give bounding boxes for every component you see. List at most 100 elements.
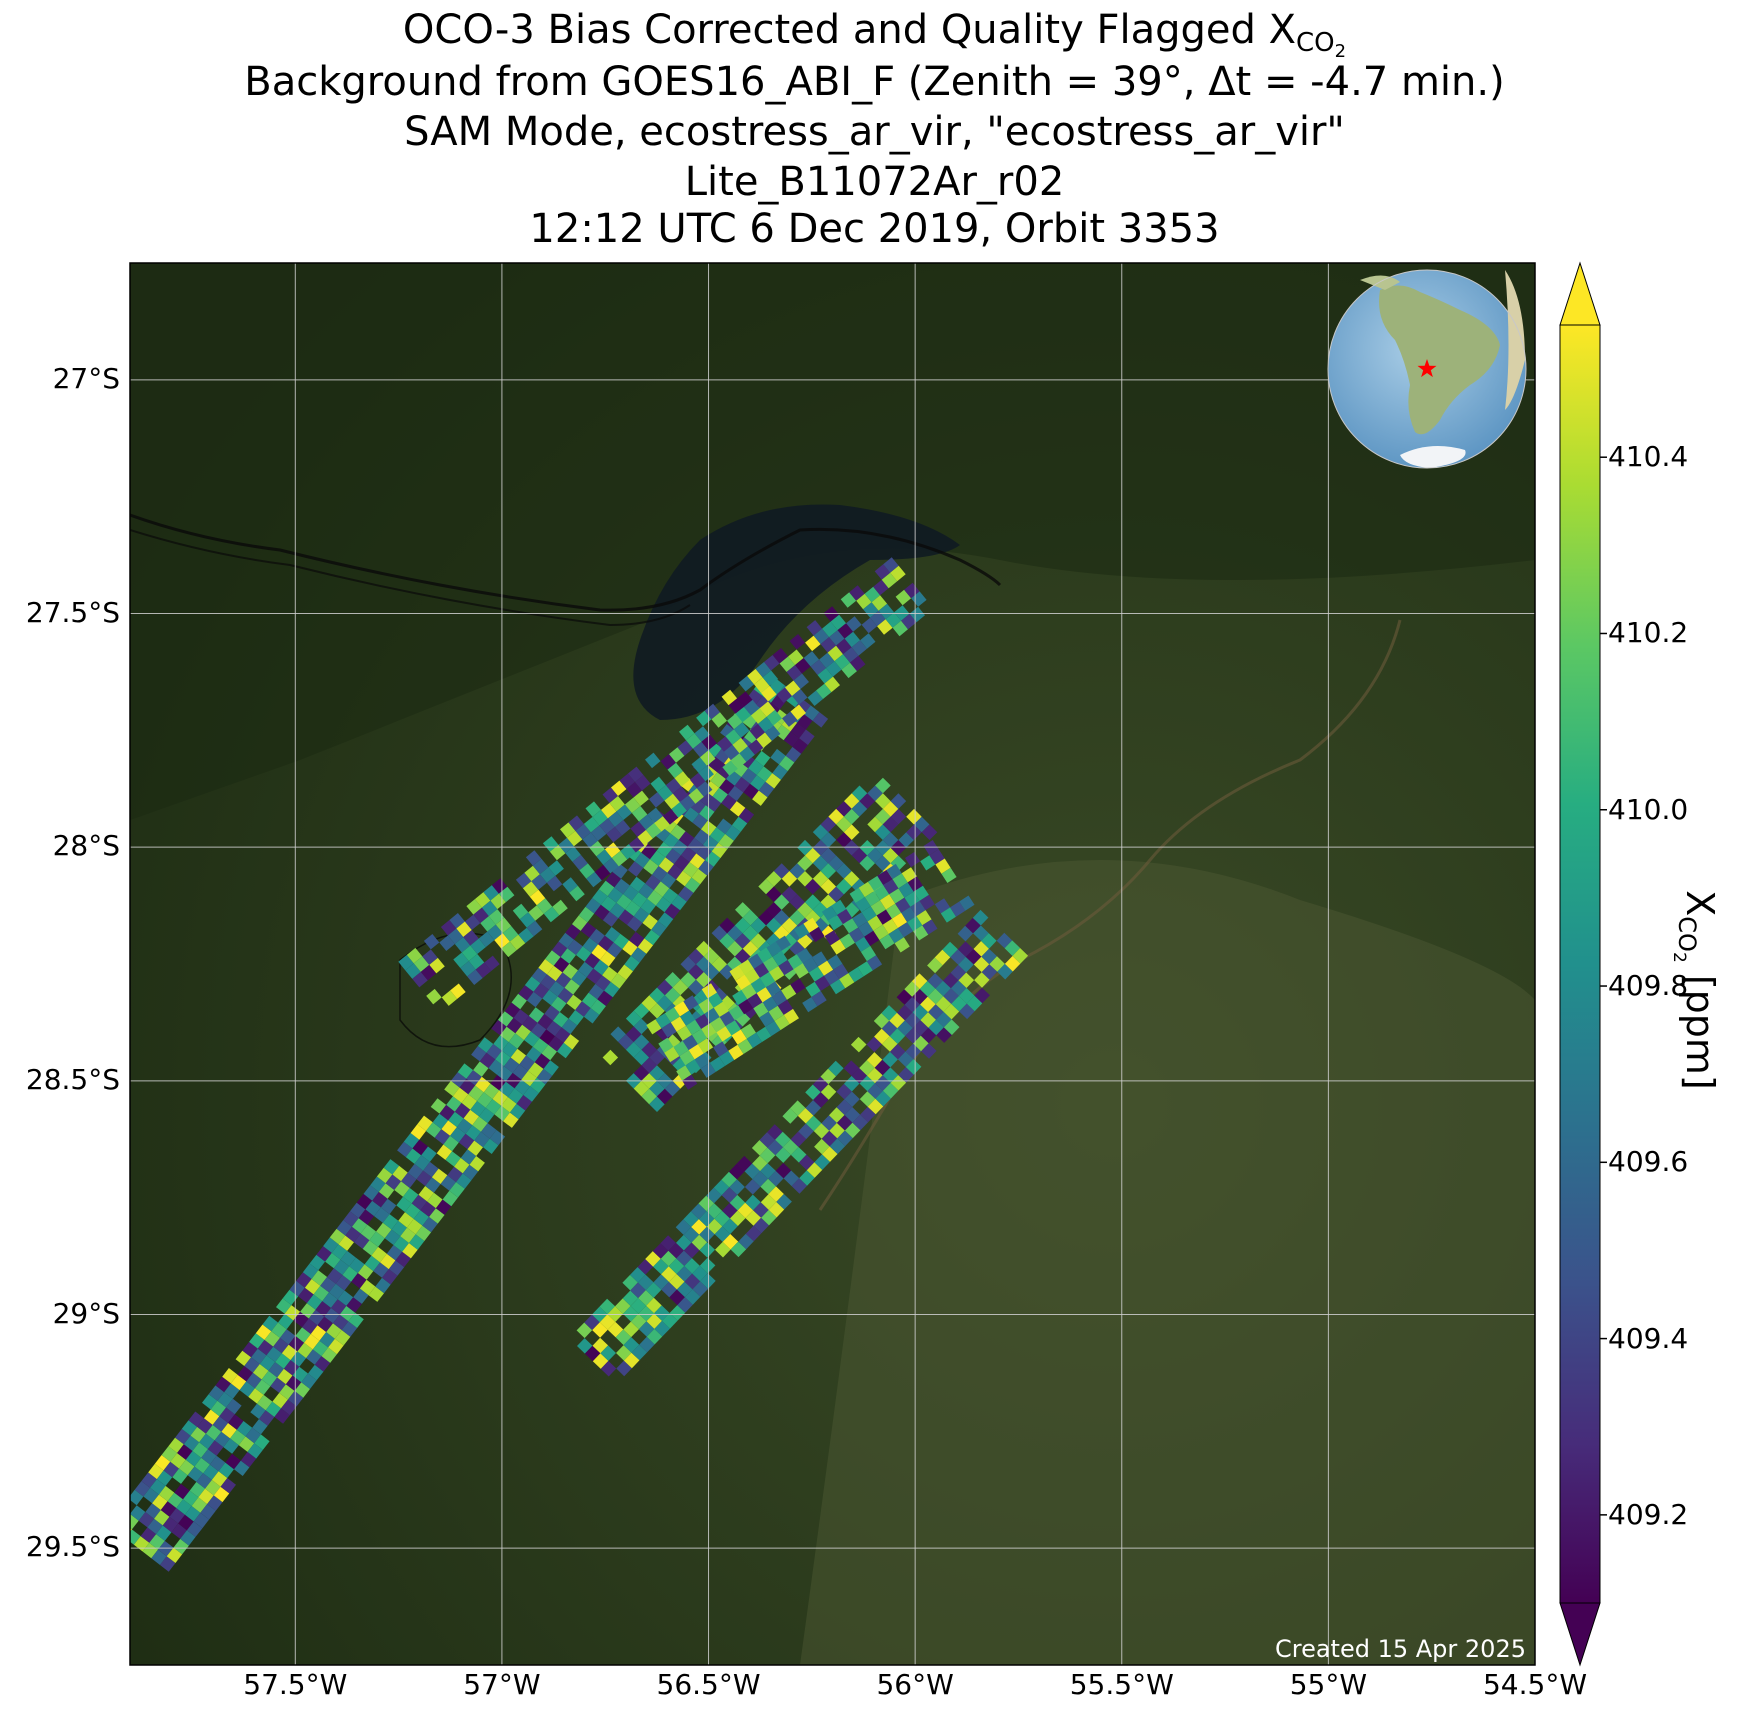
sounding-pixel	[637, 1274, 654, 1291]
colorbar-extend-max	[1559, 261, 1601, 326]
sounding-pixel	[266, 1346, 282, 1362]
sounding-pixel	[951, 996, 967, 1012]
sounding-pixel	[376, 1222, 392, 1239]
sounding-pixel	[950, 949, 966, 965]
sounding-pixel	[607, 811, 624, 827]
sounding-pixel	[638, 814, 655, 830]
sounding-pixel	[273, 1337, 289, 1354]
sounding-pixel	[890, 565, 906, 582]
sounding-pixel	[628, 837, 645, 853]
lon-tick-label: 55°W	[1289, 1668, 1368, 1701]
sounding-pixel	[789, 634, 806, 650]
sounding-pixel	[768, 1186, 784, 1202]
sounding-pixel	[592, 889, 608, 905]
sounding-pixel	[663, 833, 679, 849]
sounding-pixel	[629, 931, 645, 948]
sounding-pixel	[205, 1479, 221, 1496]
sounding-pixel	[747, 993, 763, 1009]
sounding-pixel	[889, 1012, 905, 1029]
sounding-pixel	[530, 1022, 547, 1039]
sounding-pixel	[814, 1138, 830, 1155]
sounding-pixel	[579, 863, 595, 879]
sounding-pixel	[912, 989, 928, 1005]
sounding-pixel	[633, 790, 649, 806]
sounding-pixel	[883, 1082, 899, 1099]
sounding-pixel	[943, 1003, 960, 1020]
globe-outline	[1327, 269, 1527, 469]
sounding-pixel	[766, 871, 782, 887]
sounding-pixel	[904, 891, 920, 907]
sounding-pixel	[843, 1060, 860, 1076]
sounding-pixel	[178, 1514, 194, 1531]
sounding-pixel	[539, 867, 556, 883]
sounding-pixel	[754, 750, 771, 767]
sounding-pixel	[912, 1020, 929, 1036]
sounding-pixel	[406, 947, 423, 964]
sounding-pixel	[491, 1019, 507, 1036]
sounding-pixel	[456, 1173, 472, 1189]
sounding-pixel	[541, 1044, 557, 1061]
sounding-pixel	[575, 823, 591, 840]
sounding-pixel	[957, 941, 974, 957]
sounding-pixel	[703, 964, 720, 980]
sounding-pixel	[732, 737, 748, 754]
sounding-pixel	[913, 925, 929, 941]
sounding-pixel	[543, 906, 560, 923]
sounding-pixel	[582, 832, 598, 848]
sounding-pixel	[480, 916, 496, 932]
sounding-pixel	[890, 1075, 907, 1091]
sounding-pixel	[781, 917, 798, 934]
sounding-pixel	[192, 1442, 208, 1458]
sounding-pixel	[483, 1138, 499, 1154]
sounding-pixel	[880, 894, 896, 910]
sounding-pixel	[747, 953, 764, 969]
sounding-pixel	[795, 658, 811, 674]
sounding-pixel	[519, 1055, 535, 1071]
sounding-pixel	[210, 1400, 227, 1417]
sounding-pixel	[194, 1457, 210, 1474]
sounding-pixel	[827, 645, 843, 662]
sounding-pixel	[609, 796, 625, 812]
sounding-pixel	[699, 1257, 716, 1274]
sounding-pixel	[707, 992, 723, 1008]
sounding-pixel	[398, 954, 414, 971]
sounding-pixel	[684, 1258, 700, 1274]
sounding-pixel	[820, 1068, 836, 1085]
sounding-pixel	[565, 846, 581, 862]
sounding-pixel	[627, 916, 643, 932]
sounding-pixel	[279, 1384, 295, 1400]
sounding-pixel	[336, 1220, 352, 1236]
sounding-pixel	[509, 1103, 526, 1120]
sounding-pixel	[320, 1277, 336, 1293]
sounding-pixel	[646, 1328, 663, 1345]
sounding-pixel	[680, 972, 696, 988]
sounding-pixel	[173, 1538, 189, 1555]
sounding-pixel	[593, 959, 609, 976]
sounding-pixel	[737, 1202, 754, 1219]
sounding-pixel	[646, 1019, 662, 1035]
sounding-pixel	[734, 917, 751, 934]
sounding-pixel	[822, 621, 838, 638]
sounding-pixel	[461, 1094, 477, 1110]
sounding-pixel	[466, 1070, 482, 1086]
sounding-pixel	[673, 1040, 689, 1057]
sounding-pixel	[293, 1311, 309, 1328]
sounding-pixel	[518, 985, 534, 1001]
sounding-pixel	[558, 837, 574, 854]
sounding-pixel	[741, 768, 757, 784]
sounding-pixel	[637, 830, 653, 846]
sounding-pixel	[607, 887, 624, 903]
sounding-pixel	[836, 816, 852, 833]
sounding-pixel	[649, 987, 665, 1004]
sounding-pixel	[186, 1521, 203, 1537]
sounding-pixel	[762, 996, 778, 1012]
sounding-pixel	[728, 1005, 745, 1021]
title-line-3: SAM Mode, ecostress_ar_vir, "ecostress_a…	[404, 109, 1345, 155]
sounding-pixel	[183, 1435, 200, 1451]
sounding-pixel	[147, 1518, 163, 1535]
sounding-pixel	[722, 1234, 739, 1250]
sounding-pixel	[752, 1155, 768, 1172]
sounding-pixel	[934, 949, 951, 966]
sounding-pixel	[759, 1011, 775, 1027]
sounding-pixel	[337, 1290, 354, 1306]
